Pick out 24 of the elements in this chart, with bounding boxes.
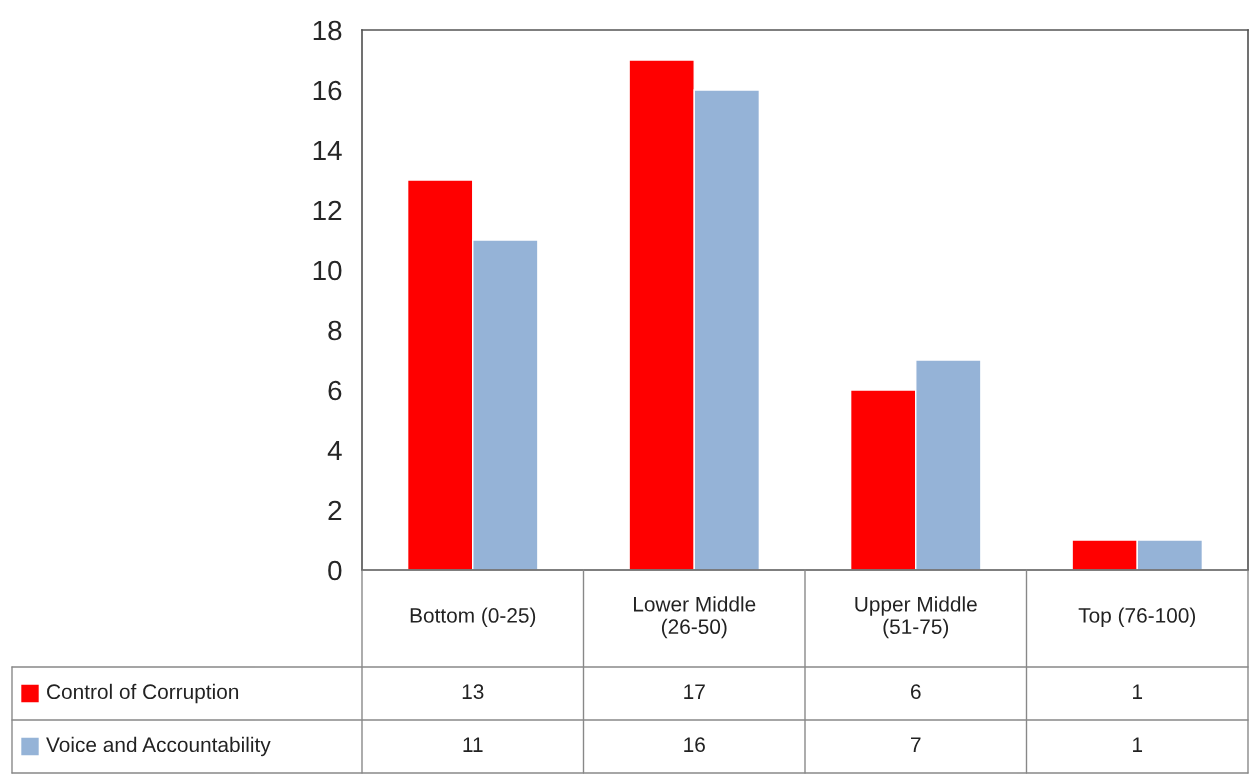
data-label: 13 bbox=[462, 684, 484, 700]
data-label: 11 bbox=[463, 737, 483, 752]
y-tick-label: 6 bbox=[328, 380, 342, 401]
y-tick-label: 4 bbox=[327, 440, 342, 461]
y-tick-label: 2 bbox=[328, 500, 342, 521]
y-tick-label: 12 bbox=[313, 200, 342, 221]
y-tick-label: 8 bbox=[328, 320, 342, 341]
y-tick-label: 14 bbox=[313, 140, 342, 161]
y-tick-label: 16 bbox=[313, 80, 342, 101]
data-label: 7 bbox=[911, 737, 921, 752]
y-tick-label: 0 bbox=[328, 560, 342, 581]
y-tick-label: 10 bbox=[313, 260, 342, 281]
data-label: 1 bbox=[1133, 737, 1143, 752]
x-tick-label: Bottom (0-25) bbox=[410, 607, 536, 627]
data-label: 17 bbox=[684, 684, 705, 699]
legend-label: Control of Corruption bbox=[47, 683, 239, 704]
y-tick-label: 18 bbox=[313, 20, 342, 41]
data-label: 1 bbox=[1133, 684, 1143, 699]
data-label: 16 bbox=[684, 737, 705, 753]
x-tick-label: Upper Middle (51-75) bbox=[855, 596, 977, 639]
x-tick-label: Lower Middle (26-50) bbox=[634, 596, 756, 639]
x-tick-label: Top (76-100) bbox=[1078, 607, 1196, 627]
data-label: 6 bbox=[911, 684, 921, 700]
legend-label: Voice and Accountability bbox=[46, 736, 271, 757]
